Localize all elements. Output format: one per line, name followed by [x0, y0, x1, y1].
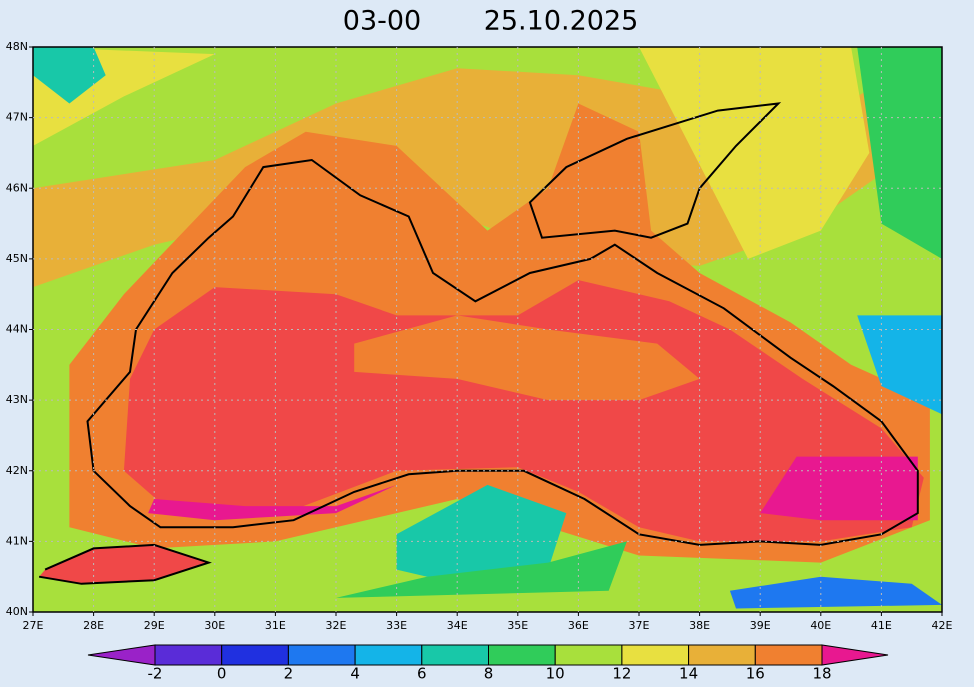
zone-blue-tr [729, 576, 942, 609]
lat-label: 46N [6, 181, 28, 194]
sea-hot-w [148, 484, 397, 521]
colorbar-label: 14 [679, 665, 698, 683]
lat-label: 47N [6, 111, 28, 124]
lon-label: 35E [507, 619, 528, 632]
lat-label: 44N [6, 323, 28, 336]
lon-label: 33E [386, 619, 407, 632]
colorbar-segment [354, 644, 423, 666]
lat-label: 45N [6, 252, 28, 265]
lat-label: 42N [6, 464, 28, 477]
zone-yellow-e [639, 47, 870, 259]
colorbar-label: 0 [217, 665, 227, 683]
coastline-azov [528, 102, 782, 239]
lon-label: 37E [629, 619, 650, 632]
lon-label: 28E [83, 619, 104, 632]
colorbar-label: 4 [350, 665, 360, 683]
sea-cooler [354, 315, 700, 401]
zone-teal-tr [396, 484, 567, 584]
colorbar-segment [221, 644, 289, 666]
colorbar-label: 2 [284, 665, 294, 683]
colorbar-segment [554, 644, 623, 666]
colorbar-segment [754, 644, 823, 666]
lon-label: 32E [326, 619, 347, 632]
lon-label: 42E [932, 619, 953, 632]
colorbar-over [821, 644, 889, 666]
colorbar-label: 6 [417, 665, 427, 683]
colorbar-label: 18 [812, 665, 831, 683]
coastline-marmara [38, 543, 212, 585]
title-time: 03-00 [343, 6, 421, 37]
colorbar-under [87, 644, 156, 666]
colorbar-label: 16 [746, 665, 765, 683]
title-date: 25.10.2025 [484, 6, 639, 37]
lon-label: 27E [23, 619, 44, 632]
lat-label: 43N [6, 393, 28, 406]
colorbar-label: 10 [546, 665, 565, 683]
lon-label: 39E [750, 619, 771, 632]
colorbar-label: 8 [484, 665, 494, 683]
lon-label: 31E [265, 619, 286, 632]
zone-gold [33, 68, 882, 288]
colorbar-segment [421, 644, 489, 666]
colorbar-segment [488, 644, 556, 666]
lon-label: 36E [568, 619, 589, 632]
colorbar-label: 12 [612, 665, 631, 683]
zone-green-ne [857, 47, 942, 259]
colorbar-segment [688, 644, 756, 666]
coastline [86, 158, 919, 546]
sea-warm [123, 280, 924, 542]
lat-label: 41N [6, 534, 28, 547]
lon-label: 30E [204, 619, 225, 632]
lon-label: 38E [689, 619, 710, 632]
colorbar-segment [621, 644, 690, 666]
zone-teal-nw [33, 47, 106, 104]
lon-label: 29E [144, 619, 165, 632]
colorbar-segment [154, 644, 223, 666]
lon-label: 41E [871, 619, 892, 632]
temperature-field [33, 47, 942, 612]
lat-label: 40N [6, 605, 28, 618]
colorbar-label: -2 [148, 665, 163, 683]
lon-label: 40E [810, 619, 831, 632]
lat-label: 48N [6, 40, 28, 53]
colorbar-segment [287, 644, 356, 666]
lon-label: 34E [447, 619, 468, 632]
zone-cyan-ge [857, 315, 942, 415]
zone-green-tr [336, 541, 627, 598]
sea-hot-e [760, 456, 918, 521]
